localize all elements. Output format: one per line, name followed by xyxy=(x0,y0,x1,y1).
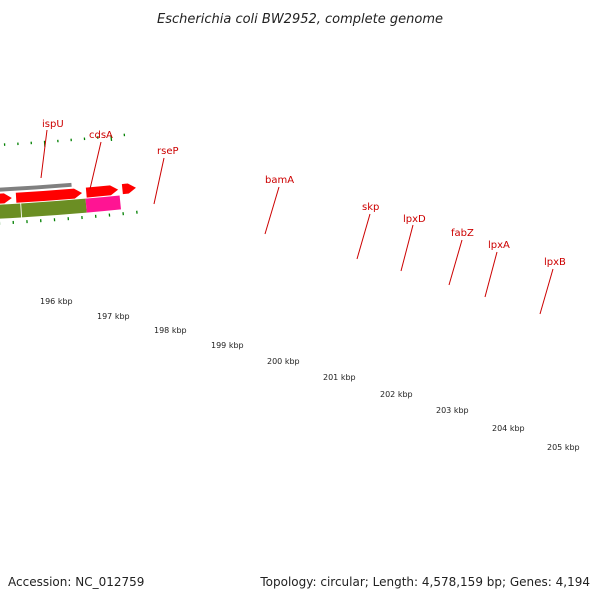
gene-label-bamA: bamA xyxy=(265,175,294,186)
cds-arrow xyxy=(15,188,83,203)
gene-label-line xyxy=(89,141,102,190)
cds-arrow xyxy=(85,185,119,198)
cds-arrow-track xyxy=(0,183,136,204)
gene-label-line xyxy=(153,157,165,205)
scale-label: 203 kbp xyxy=(436,406,469,415)
gene-label-line xyxy=(264,186,280,235)
gene-labels: ispU cdsA rseP bamA skp lpxD fabZ lpxA l… xyxy=(40,119,566,315)
gene-label-line xyxy=(40,129,48,179)
scale-label: 204 kbp xyxy=(492,424,525,433)
scale-label: 199 kbp xyxy=(211,341,244,350)
gene-label-lpxB: lpxB xyxy=(544,257,566,268)
scale-label: 202 kbp xyxy=(380,390,413,399)
scale-tick xyxy=(110,134,113,142)
scale-label: 197 kbp xyxy=(97,312,130,321)
map-title: Escherichia coli BW2952, complete genome xyxy=(157,12,443,27)
cds-arrow xyxy=(121,183,136,195)
scale-label: 205 kbp xyxy=(547,443,580,452)
gene-label-line xyxy=(356,213,371,260)
gene-label-line xyxy=(400,224,414,272)
cds-arrow xyxy=(0,193,12,204)
scale-ticks xyxy=(0,133,138,225)
gene-label-line xyxy=(484,251,498,298)
scale-labels: 196 kbp 197 kbp 198 kbp 199 kbp 200 kbp … xyxy=(40,297,580,452)
gene-label-fabZ: fabZ xyxy=(451,228,474,239)
cog-feature-bar xyxy=(0,203,22,219)
gene-label-cdsA: cdsA xyxy=(89,130,113,141)
gene-label-skp: skp xyxy=(362,202,379,213)
gene-label-line xyxy=(539,268,554,315)
scale-label: 198 kbp xyxy=(154,326,187,335)
backbone-arc xyxy=(0,182,72,192)
accession-text: Accession: NC_012759 xyxy=(8,575,144,589)
cog-feature-bar xyxy=(21,198,87,218)
gene-label-lpxD: lpxD xyxy=(403,214,426,225)
genome-summary-text: Topology: circular; Length: 4,578,159 bp… xyxy=(259,575,590,589)
gene-label-lpxA: lpxA xyxy=(488,240,510,251)
cog-feature-bar xyxy=(85,195,122,213)
scale-label: 201 kbp xyxy=(323,373,356,382)
scale-label: 200 kbp xyxy=(267,357,300,366)
gene-label-line xyxy=(448,239,463,286)
scale-label: 196 kbp xyxy=(40,297,73,306)
gene-label-rseP: rseP xyxy=(157,146,179,157)
cog-feature-track xyxy=(0,195,122,219)
genome-backbone xyxy=(0,182,72,192)
gene-label-ispU: ispU xyxy=(42,119,64,130)
